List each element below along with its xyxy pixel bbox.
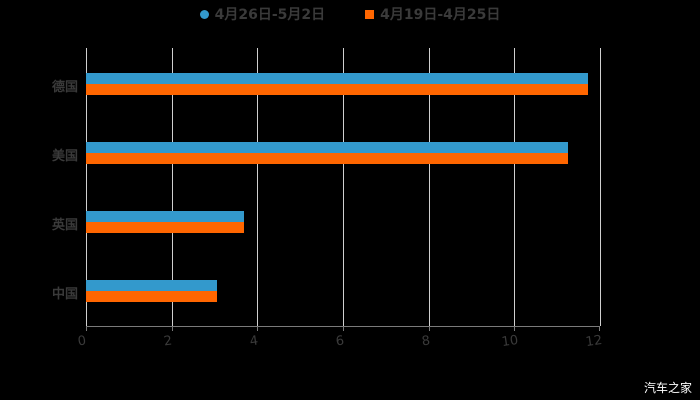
category-label-china: 中国 — [51, 287, 78, 302]
plot-area — [86, 48, 601, 326]
bar-usa-series-2[interactable] — [86, 153, 568, 164]
gridline — [600, 48, 601, 326]
bar-uk-series-1[interactable] — [86, 211, 244, 222]
category-label-usa: 美国 — [51, 149, 78, 164]
category-label-uk: 英国 — [51, 218, 78, 233]
x-tick-label: 8 — [420, 333, 432, 350]
x-tick-label: 10 — [500, 332, 520, 351]
x-tick-label: 12 — [584, 332, 604, 351]
x-tick-label: 4 — [248, 333, 260, 350]
legend-label: 4月26日-5月2日 — [214, 7, 326, 23]
x-tick — [343, 326, 344, 331]
legend-label: 4月19日-4月25日 — [380, 7, 501, 23]
x-tick — [599, 326, 600, 331]
legend-item-series-2[interactable]: 4月19日-4月25日 — [365, 4, 500, 24]
x-tick-label: 0 — [76, 333, 88, 350]
x-tick-label: 2 — [162, 333, 174, 350]
x-tick — [86, 326, 87, 331]
gridline — [343, 48, 344, 326]
gridline — [514, 48, 516, 326]
bar-germany-series-1[interactable] — [86, 73, 588, 84]
x-tick — [428, 326, 430, 331]
x-tick — [514, 326, 516, 331]
legend-item-series-1[interactable]: 4月26日-5月2日 — [199, 4, 326, 24]
bar-uk-series-2[interactable] — [86, 222, 244, 233]
gridline — [257, 48, 259, 326]
bar-china-series-1[interactable] — [86, 280, 217, 291]
x-tick-label: 6 — [334, 333, 346, 350]
gridline — [171, 48, 173, 326]
gridline — [428, 48, 430, 326]
bar-china-series-2[interactable] — [86, 291, 217, 302]
legend-marker-circle-icon — [199, 9, 209, 19]
x-tick — [171, 326, 173, 331]
chart-legend: 4月26日-5月2日 4月19日-4月25日 — [0, 4, 700, 24]
watermark: 汽车之家 — [643, 381, 692, 395]
legend-marker-square-icon — [365, 9, 375, 19]
category-label-germany: 德国 — [51, 80, 78, 95]
x-tick — [257, 326, 259, 331]
gridline — [86, 48, 87, 326]
bar-usa-series-1[interactable] — [86, 142, 568, 153]
bar-germany-series-2[interactable] — [86, 84, 588, 95]
